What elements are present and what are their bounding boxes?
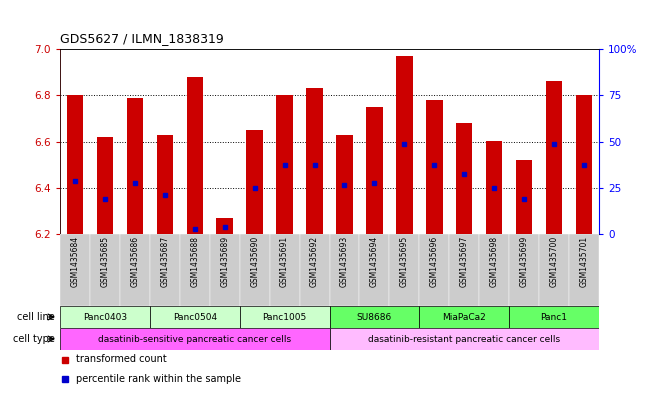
Bar <box>60 306 150 328</box>
Text: GSM1435694: GSM1435694 <box>370 236 379 287</box>
Text: GSM1435686: GSM1435686 <box>130 236 139 287</box>
Bar <box>150 234 180 306</box>
Bar <box>127 97 143 234</box>
Bar <box>180 234 210 306</box>
Bar <box>240 234 270 306</box>
Bar <box>276 95 293 234</box>
Bar <box>120 234 150 306</box>
Bar <box>329 328 599 350</box>
Text: GSM1435687: GSM1435687 <box>160 236 169 287</box>
Text: GSM1435688: GSM1435688 <box>190 236 199 287</box>
Text: GSM1435699: GSM1435699 <box>519 236 529 287</box>
Bar <box>247 130 263 234</box>
Bar <box>419 234 449 306</box>
Text: GSM1435697: GSM1435697 <box>460 236 469 287</box>
Bar <box>306 88 323 234</box>
Text: dasatinib-resistant pancreatic cancer cells: dasatinib-resistant pancreatic cancer ce… <box>368 334 561 343</box>
Bar <box>449 234 479 306</box>
Text: dasatinib-sensitive pancreatic cancer cells: dasatinib-sensitive pancreatic cancer ce… <box>98 334 291 343</box>
Bar <box>299 234 329 306</box>
Text: SU8686: SU8686 <box>357 312 392 321</box>
Text: GSM1435693: GSM1435693 <box>340 236 349 287</box>
Bar <box>419 306 509 328</box>
Text: GSM1435695: GSM1435695 <box>400 236 409 287</box>
Text: Panc0403: Panc0403 <box>83 312 127 321</box>
Text: GSM1435689: GSM1435689 <box>220 236 229 287</box>
Bar <box>359 234 389 306</box>
Bar <box>426 100 443 234</box>
Bar <box>157 134 173 234</box>
Text: Panc1: Panc1 <box>540 312 568 321</box>
Bar <box>336 134 353 234</box>
Text: GSM1435692: GSM1435692 <box>310 236 319 287</box>
Text: percentile rank within the sample: percentile rank within the sample <box>76 373 241 384</box>
Text: cell type: cell type <box>13 334 55 344</box>
Text: GSM1435684: GSM1435684 <box>70 236 79 287</box>
Bar <box>516 160 533 234</box>
Bar <box>546 81 562 234</box>
Bar <box>60 328 329 350</box>
Bar <box>329 234 359 306</box>
Bar <box>539 234 569 306</box>
Text: Panc0504: Panc0504 <box>173 312 217 321</box>
Bar <box>270 234 299 306</box>
Text: GSM1435691: GSM1435691 <box>280 236 289 287</box>
Bar <box>97 137 113 234</box>
Bar <box>217 218 233 234</box>
Text: GDS5627 / ILMN_1838319: GDS5627 / ILMN_1838319 <box>60 32 224 45</box>
Text: transformed count: transformed count <box>76 354 167 364</box>
Bar <box>90 234 120 306</box>
Bar <box>329 306 419 328</box>
Bar <box>575 95 592 234</box>
Text: GSM1435700: GSM1435700 <box>549 236 559 287</box>
Bar <box>456 123 473 234</box>
Bar <box>486 141 503 234</box>
Text: Panc1005: Panc1005 <box>262 312 307 321</box>
Bar <box>210 234 240 306</box>
Bar <box>479 234 509 306</box>
Bar <box>569 234 599 306</box>
Bar <box>509 234 539 306</box>
Bar <box>389 234 419 306</box>
Text: GSM1435701: GSM1435701 <box>579 236 589 287</box>
Bar <box>366 107 383 234</box>
Bar <box>509 306 599 328</box>
Bar <box>150 306 240 328</box>
Bar <box>67 95 83 234</box>
Text: MiaPaCa2: MiaPaCa2 <box>443 312 486 321</box>
Text: GSM1435698: GSM1435698 <box>490 236 499 287</box>
Text: GSM1435685: GSM1435685 <box>100 236 109 287</box>
Bar <box>396 56 413 234</box>
Text: GSM1435696: GSM1435696 <box>430 236 439 287</box>
Text: cell line: cell line <box>17 312 55 322</box>
Bar <box>60 234 90 306</box>
Bar <box>187 77 203 234</box>
Bar <box>240 306 329 328</box>
Text: GSM1435690: GSM1435690 <box>250 236 259 287</box>
